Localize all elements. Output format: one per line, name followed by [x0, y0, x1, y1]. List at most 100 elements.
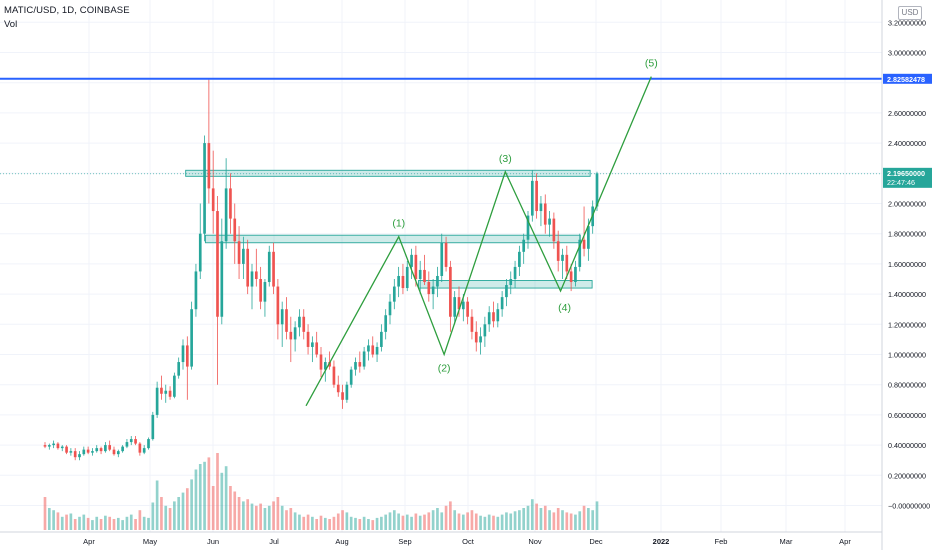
- volume-bar: [418, 515, 422, 530]
- volume-bar: [276, 497, 280, 530]
- volume-bar: [99, 519, 103, 530]
- volume-bar: [569, 513, 573, 530]
- wave-label: (4): [558, 302, 571, 314]
- volume-bar: [73, 519, 77, 530]
- candle-body: [177, 362, 181, 376]
- candle-body: [371, 345, 375, 355]
- grid: [0, 0, 882, 532]
- y-tick-label: 3.00000000: [888, 49, 926, 58]
- x-tick-label: Feb: [715, 537, 728, 546]
- candle-body: [56, 443, 60, 449]
- volume-bar: [229, 486, 232, 530]
- candle-body: [470, 316, 474, 332]
- volume-bar: [151, 502, 155, 530]
- volume-bar: [259, 503, 262, 530]
- volume-bar: [190, 479, 193, 530]
- candlesticks: [43, 79, 599, 461]
- volume-bar: [427, 512, 431, 530]
- candle-body: [224, 188, 228, 242]
- candle-body: [367, 345, 370, 352]
- volume-bar: [194, 469, 198, 530]
- volume-bar: [250, 503, 254, 530]
- volume-bar: [436, 508, 439, 530]
- volume-bar: [505, 512, 508, 530]
- candle-body: [289, 331, 293, 340]
- candle-body: [280, 309, 284, 325]
- volume-bar: [457, 513, 461, 530]
- y-tick-label: 2.00000000: [888, 200, 926, 209]
- volume-bar: [440, 512, 444, 530]
- candle-body: [65, 446, 68, 453]
- volume-bar: [207, 457, 211, 530]
- volume-bar: [539, 508, 543, 530]
- volume-bar: [91, 520, 94, 530]
- candle-body: [457, 297, 461, 310]
- y-tick-label: 2.60000000: [888, 109, 926, 118]
- candle-body: [392, 286, 396, 302]
- volume-bar: [388, 512, 392, 530]
- x-tick-label: 2022: [653, 537, 670, 546]
- volume-bar: [530, 499, 534, 530]
- volume-bar: [345, 512, 349, 530]
- price-badge-label: 2.19650000: [887, 169, 925, 178]
- volume-bar: [86, 517, 90, 530]
- currency-badge[interactable]: USD: [898, 6, 922, 20]
- candle-body: [43, 445, 47, 447]
- candle-body: [578, 239, 582, 267]
- candle-body: [552, 218, 556, 242]
- x-tick-label: Mar: [780, 537, 793, 546]
- volume-bar: [60, 516, 64, 530]
- candle-body: [121, 446, 124, 452]
- horizontal-level[interactable]: [0, 77, 882, 175]
- volume-bar: [280, 505, 284, 530]
- volume-bar: [328, 519, 331, 530]
- candle-body: [423, 269, 426, 283]
- volume-bar: [224, 466, 228, 530]
- elliott-wave-drawing[interactable]: (1) (2) (3) (4) (5): [305, 58, 658, 407]
- volume-bar: [289, 508, 293, 530]
- candle-body: [336, 384, 340, 393]
- candle-body: [496, 309, 500, 322]
- candle-body: [112, 449, 116, 455]
- candle-body: [276, 286, 280, 325]
- y-tick-label: 0.80000000: [888, 381, 926, 390]
- volume-bar: [513, 511, 517, 530]
- x-tick-label: Aug: [335, 537, 348, 546]
- candle-body: [401, 275, 405, 289]
- candle-body: [194, 271, 198, 310]
- volume-bar: [578, 511, 582, 530]
- volume-bar: [518, 510, 521, 530]
- volume-bar: [349, 516, 353, 530]
- volume-bar: [298, 514, 301, 530]
- candle-body: [565, 254, 569, 272]
- y-tick-label: 1.60000000: [888, 260, 926, 269]
- volume-bar: [548, 510, 551, 530]
- candle-body: [505, 285, 508, 298]
- candle-body: [306, 331, 310, 347]
- volume-bar: [43, 497, 47, 530]
- volume-bar: [371, 520, 375, 530]
- volume-bar: [125, 516, 129, 530]
- volume-bar: [108, 516, 112, 530]
- volume-bar: [138, 510, 142, 530]
- wave-path: [305, 76, 652, 407]
- candle-body: [263, 282, 267, 302]
- volume-bar: [380, 516, 383, 530]
- volume-bar: [543, 505, 547, 530]
- candle-body: [47, 445, 51, 447]
- volume-bar: [526, 505, 530, 530]
- volume-bar: [242, 501, 245, 530]
- volume-bar: [375, 517, 379, 530]
- candle-body: [410, 254, 413, 267]
- candle-body: [211, 188, 215, 212]
- candle-body: [556, 241, 560, 261]
- y-tick-label: 1.00000000: [888, 351, 926, 360]
- candle-body: [315, 342, 319, 355]
- volume-bar: [423, 514, 426, 530]
- candle-body: [138, 443, 142, 453]
- candle-body: [203, 143, 206, 234]
- candle-body: [173, 375, 176, 397]
- candle-body: [298, 316, 301, 328]
